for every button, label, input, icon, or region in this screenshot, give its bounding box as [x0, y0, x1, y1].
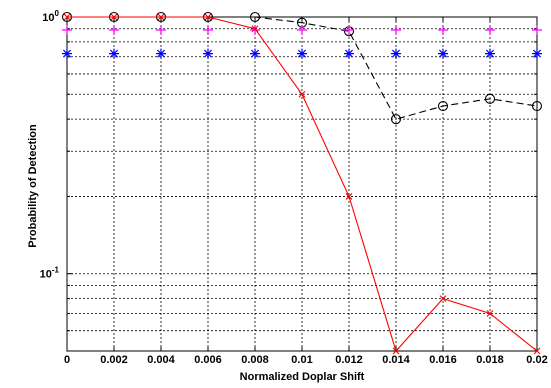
- data-point-plus: [485, 24, 495, 35]
- series-1: [62, 24, 542, 35]
- x-tick-label: 0: [64, 354, 70, 366]
- data-point-circle: [249, 11, 261, 23]
- data-point-plus: [438, 24, 448, 35]
- y-axis-label: Probability of Detection: [27, 124, 39, 248]
- data-point-x: [204, 13, 212, 21]
- x-tick-label: 0.01: [291, 354, 312, 366]
- data-point-circle: [437, 100, 449, 112]
- x-tick-layer: 0 0.002 0.004 0.006 0.008 0.01 0.012 0.014 0.016…: [64, 17, 548, 366]
- data-point-x: [345, 193, 353, 200]
- data-point-asterisk: [109, 48, 119, 59]
- data-point-x: [110, 13, 118, 21]
- x-tick-label: 0.018: [476, 354, 504, 366]
- data-point-x: [298, 90, 306, 98]
- plot-frame: [66, 16, 538, 352]
- y-tick-label: 10-1: [40, 266, 60, 281]
- data-point-plus: [62, 24, 72, 35]
- data-point-asterisk: [203, 48, 213, 59]
- y-tick-label: 100: [42, 9, 59, 24]
- data-point-x: [439, 295, 447, 302]
- data-point-asterisk: [156, 48, 166, 59]
- data-point-x: [392, 347, 400, 355]
- x-tick-label: 0.014: [382, 354, 410, 366]
- series-layer: [61, 11, 543, 355]
- data-point-circle: [531, 100, 543, 112]
- data-point-x: [157, 13, 165, 21]
- data-point-asterisk: [532, 48, 542, 59]
- data-point-asterisk: [250, 48, 260, 59]
- data-point-asterisk: [391, 48, 401, 59]
- data-point-plus: [391, 24, 401, 35]
- data-point-x: [63, 13, 71, 21]
- series-3: [63, 13, 541, 355]
- x-tick-label: 0.002: [100, 354, 128, 366]
- data-point-asterisk: [485, 48, 495, 59]
- series-2: [62, 48, 542, 59]
- data-point-asterisk: [438, 48, 448, 59]
- data-point-plus: [532, 24, 542, 35]
- series-line: [67, 16, 538, 353]
- data-point-plus: [297, 24, 307, 35]
- data-point-plus: [250, 24, 260, 35]
- data-point-asterisk: [62, 48, 72, 59]
- data-point-circle: [390, 114, 402, 125]
- data-point-plus: [156, 24, 166, 35]
- data-point-plus: [203, 24, 213, 35]
- x-tick-label: 0.016: [429, 354, 457, 366]
- x-tick-label: 0.02: [526, 354, 547, 366]
- data-point-asterisk: [344, 48, 354, 59]
- x-tick-label: 0.012: [335, 354, 363, 366]
- x-axis-label: Normalized Doplar Shift: [240, 371, 365, 383]
- x-tick-label: 0.006: [194, 354, 222, 366]
- data-point-asterisk: [297, 48, 307, 59]
- y-tick-layer: 100 10-1: [40, 9, 537, 352]
- data-point-x: [251, 25, 259, 33]
- data-point-plus: [109, 24, 119, 35]
- grid-layer: [67, 17, 537, 351]
- data-point-plus: [344, 24, 354, 35]
- data-point-x: [486, 310, 494, 317]
- data-point-circle: [484, 93, 496, 104]
- x-tick-label: 0.008: [241, 354, 269, 366]
- data-point-x: [533, 347, 541, 355]
- x-tick-label: 0.004: [147, 354, 175, 366]
